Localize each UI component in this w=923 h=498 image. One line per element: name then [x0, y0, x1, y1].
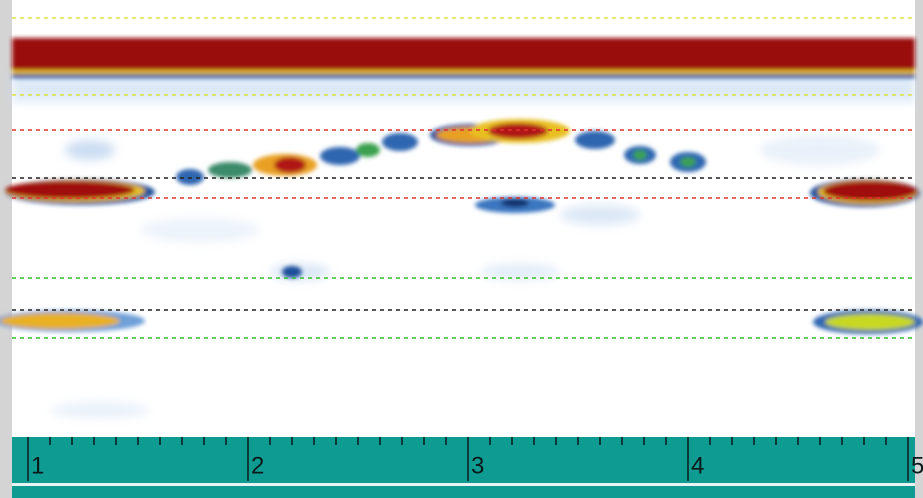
page: 12345 (() => { const data = JSON.parse(d… [0, 0, 923, 498]
ruler-label: 4 [691, 452, 704, 479]
ruler-label: 3 [471, 452, 484, 479]
ruler-label: 5 [911, 452, 923, 479]
ruler-divider [12, 483, 915, 486]
ruler-label: 2 [251, 452, 264, 479]
ruler-strip [12, 486, 915, 498]
b-scan-view: 1 2 3 4 5 [0, 0, 923, 498]
ruler [12, 437, 915, 483]
ruler-label: 1 [31, 452, 44, 479]
